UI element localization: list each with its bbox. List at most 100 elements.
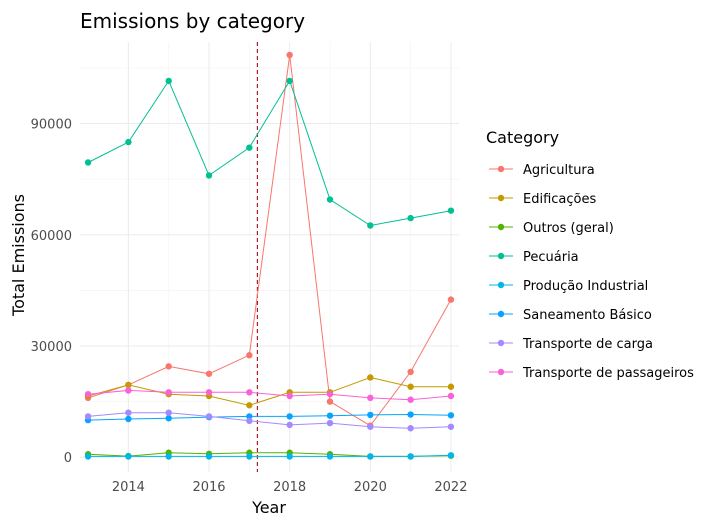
data-point bbox=[407, 214, 414, 222]
data-point bbox=[165, 363, 172, 370]
data-point bbox=[407, 396, 414, 403]
data-point bbox=[367, 374, 374, 381]
data-point bbox=[246, 389, 253, 396]
legend-key-point bbox=[497, 165, 505, 173]
data-point bbox=[246, 413, 253, 420]
data-point bbox=[447, 412, 455, 419]
data-point bbox=[165, 409, 172, 416]
x-tick-label: 2016 bbox=[192, 480, 225, 495]
data-point bbox=[246, 144, 253, 151]
data-point bbox=[367, 453, 374, 460]
data-point bbox=[326, 419, 334, 427]
x-tick-label: 2018 bbox=[273, 480, 306, 495]
y-tick-labels: 0 30000 60000 90000 bbox=[31, 118, 72, 467]
data-point bbox=[205, 389, 213, 396]
legend-label: Produção Industrial bbox=[523, 279, 648, 294]
data-point bbox=[367, 411, 374, 419]
data-point bbox=[246, 417, 253, 425]
data-point bbox=[84, 413, 92, 420]
y-tick-label: 30000 bbox=[31, 340, 72, 355]
series-line bbox=[87, 79, 451, 227]
data-point bbox=[286, 51, 293, 59]
series-line bbox=[88, 454, 451, 457]
data-point bbox=[407, 383, 414, 390]
x-axis-title: Year bbox=[251, 498, 286, 517]
series-line bbox=[87, 376, 451, 406]
legend-label: Agricultura bbox=[523, 163, 595, 178]
series-group bbox=[84, 51, 455, 460]
data-point bbox=[326, 398, 334, 405]
y-tick-label: 0 bbox=[64, 451, 72, 466]
data-point bbox=[286, 77, 293, 85]
legend-key-point bbox=[497, 368, 505, 376]
legend-title: Category bbox=[486, 128, 559, 147]
data-point bbox=[286, 453, 293, 460]
data-point bbox=[246, 453, 253, 460]
data-point bbox=[286, 392, 293, 400]
legend-label: Edificações bbox=[523, 192, 596, 207]
legend-key-point bbox=[497, 194, 505, 202]
data-point bbox=[165, 453, 172, 460]
legend-key-point bbox=[497, 339, 505, 347]
y-tick-label: 60000 bbox=[31, 229, 72, 244]
series-line bbox=[87, 54, 452, 427]
series-line bbox=[88, 452, 451, 457]
data-point bbox=[165, 77, 172, 85]
x-tick-label: 2020 bbox=[354, 480, 387, 495]
data-point bbox=[84, 159, 92, 166]
legend-label: Transporte de passageiros bbox=[522, 366, 694, 381]
legend-key-point bbox=[497, 223, 505, 231]
data-point bbox=[125, 415, 132, 423]
x-tick-label: 2014 bbox=[112, 480, 145, 495]
data-point bbox=[125, 409, 132, 416]
data-point bbox=[205, 172, 213, 179]
legend: Category Agricultura Edificações Outros (g… bbox=[486, 128, 694, 381]
data-point bbox=[367, 423, 374, 430]
data-point bbox=[367, 222, 374, 229]
data-point bbox=[165, 415, 172, 422]
data-point bbox=[447, 207, 455, 214]
legend-key-point bbox=[497, 310, 505, 318]
data-point bbox=[326, 390, 334, 398]
legend-label: Saneamento Básico bbox=[523, 308, 652, 323]
data-point bbox=[246, 402, 253, 409]
data-point bbox=[447, 296, 455, 303]
data-point bbox=[326, 412, 334, 419]
x-tick-label: 2022 bbox=[434, 480, 467, 495]
chart-title: Emissions by category bbox=[80, 9, 305, 33]
data-point bbox=[407, 368, 414, 376]
data-point bbox=[286, 421, 293, 429]
data-point bbox=[205, 370, 213, 377]
data-point bbox=[286, 413, 293, 420]
legend-key-point bbox=[497, 281, 505, 289]
data-point bbox=[407, 425, 414, 432]
legend-label: Pecuária bbox=[523, 250, 579, 265]
x-tick-labels: 2014 2016 2018 2020 2022 bbox=[112, 480, 468, 495]
data-point bbox=[84, 453, 92, 460]
data-point bbox=[447, 383, 455, 390]
legend-key-point bbox=[497, 252, 505, 260]
data-point bbox=[447, 392, 455, 400]
data-point bbox=[246, 352, 253, 359]
data-point bbox=[205, 413, 213, 420]
data-point bbox=[125, 387, 132, 394]
data-point bbox=[165, 389, 172, 396]
series-line bbox=[88, 389, 451, 401]
data-point bbox=[125, 453, 132, 460]
series-line bbox=[88, 413, 451, 421]
data-point bbox=[125, 138, 132, 146]
legend-label: Outros (geral) bbox=[523, 221, 614, 236]
data-point bbox=[447, 423, 455, 430]
data-point bbox=[205, 453, 213, 460]
data-point bbox=[125, 381, 132, 389]
legend-label: Transporte de carga bbox=[522, 337, 653, 352]
data-point bbox=[326, 196, 334, 203]
data-point bbox=[326, 453, 334, 460]
series-line bbox=[88, 412, 451, 429]
data-point bbox=[407, 411, 414, 418]
data-point bbox=[84, 390, 92, 398]
y-tick-label: 90000 bbox=[31, 118, 72, 133]
data-point bbox=[367, 394, 374, 402]
grid-lines bbox=[80, 42, 459, 472]
